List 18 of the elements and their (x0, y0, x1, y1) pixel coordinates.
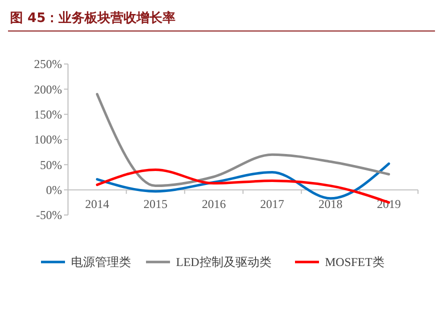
x-tick-label: 2014 (85, 196, 110, 211)
legend-label: 电源管理类 (71, 255, 131, 270)
legend-label: MOSFET类 (325, 255, 384, 270)
line-series (96, 92, 390, 188)
line-series (96, 162, 390, 200)
x-tick-label: 2016 (202, 196, 226, 211)
y-tick-label: 250% (34, 57, 62, 72)
y-tick-label: 0% (46, 183, 62, 198)
x-tick-label: 2015 (144, 196, 168, 211)
x-tick-label: 2017 (260, 196, 284, 211)
y-tick-label: 200% (34, 82, 62, 96)
y-tick-label: -50% (36, 208, 62, 222)
y-tick-label: 50% (40, 158, 62, 172)
y-tick-label: 150% (34, 108, 62, 122)
legend-label: LED控制及驱动类 (176, 255, 272, 270)
x-tick-label: 2018 (318, 196, 342, 211)
y-tick-label: 100% (34, 132, 62, 147)
chart-title: 图 45：业务板块营收增长率 (10, 10, 176, 26)
